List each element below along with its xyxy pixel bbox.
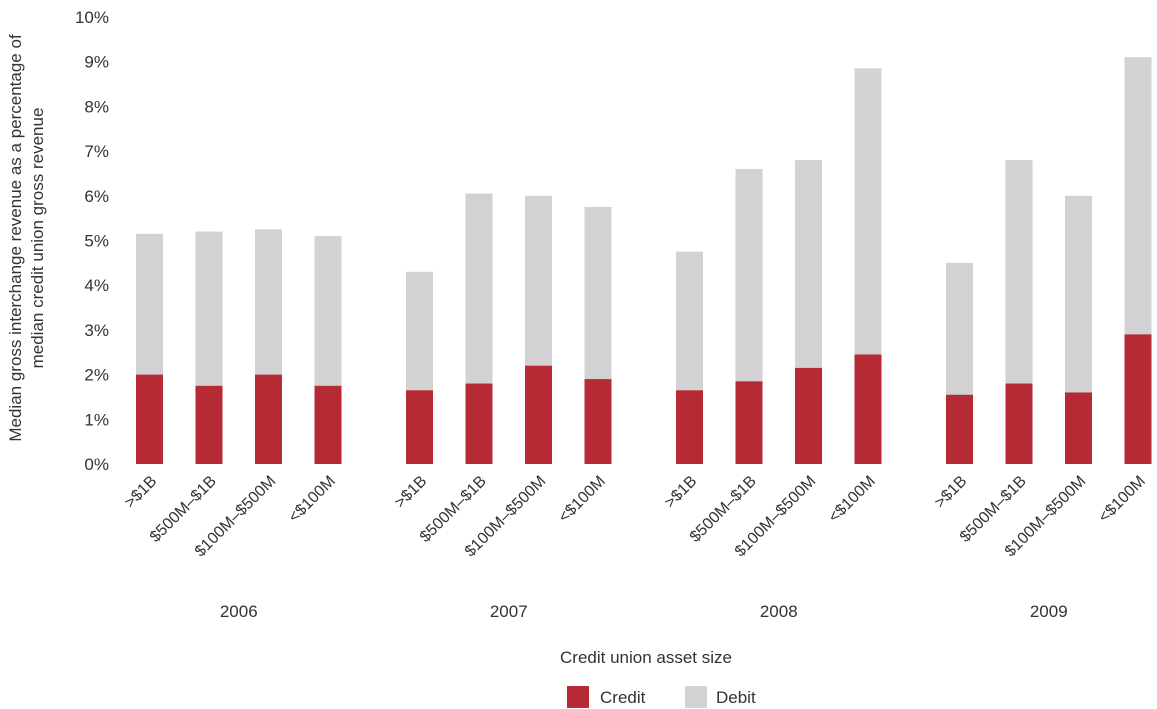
category-labels: >$1B$500M–$1B$100M–$500M <$100M >$1B$500M–… [122, 473, 1149, 561]
category-label: <$100M [556, 473, 609, 526]
category-label: >$1B [662, 473, 701, 512]
category-label: >$1B [932, 473, 971, 512]
bar-credit [735, 381, 763, 464]
bar-credit [946, 394, 973, 464]
bar-credit [1065, 392, 1092, 464]
bar-credit [255, 374, 282, 464]
bar-credit [406, 390, 433, 464]
bar-debit [406, 271, 433, 391]
bar-debit [795, 160, 822, 368]
bar-credit [195, 385, 223, 464]
bar-debit [946, 262, 973, 395]
bar-credit [854, 354, 882, 464]
bar-debit [255, 229, 282, 375]
bar-credit [1005, 383, 1033, 464]
y-axis-title-line-1: Median gross interchange revenue as a pe… [6, 34, 25, 442]
category-label: >$1B [392, 473, 431, 512]
category-label: >$1B [122, 473, 161, 512]
bar-debit [1005, 160, 1033, 384]
bar-credit [795, 367, 822, 464]
legend: Credit Debit [567, 686, 756, 708]
bar-debit [676, 251, 703, 391]
bar-credit [1124, 334, 1152, 464]
bar-debit [854, 68, 882, 355]
y-axis-title-line-2: median credit union gross revenue [28, 108, 47, 369]
bar-credit [314, 385, 342, 464]
y-tick-label: 5% [84, 232, 109, 251]
y-tick-label: 7% [84, 142, 109, 161]
y-tick-label: 9% [84, 53, 109, 72]
y-tick-label: 4% [84, 276, 109, 295]
year-label: 2008 [760, 602, 798, 621]
bar-debit [195, 231, 223, 386]
bar-debit [525, 195, 552, 366]
bar-credit [525, 365, 552, 464]
y-tick-label: 3% [84, 321, 109, 340]
bar-debit [1124, 57, 1152, 335]
bar-debit [136, 233, 163, 375]
bar-credit [465, 383, 493, 464]
year-label: 2007 [490, 602, 528, 621]
year-label: 2006 [220, 602, 258, 621]
year-label: 2009 [1030, 602, 1068, 621]
bar-debit [1065, 195, 1092, 393]
bar-debit [314, 236, 342, 386]
category-label: <$100M [1096, 473, 1149, 526]
y-axis-ticks: 0% 1% 2% 3% 4% 5% 6% 7% 8% 9% 10% [75, 8, 109, 474]
y-tick-label: 8% [84, 97, 109, 116]
legend-swatch-credit [567, 686, 589, 708]
bars [136, 57, 1152, 464]
y-tick-label: 6% [84, 187, 109, 206]
bar-credit [136, 374, 163, 464]
bar-debit [465, 193, 493, 384]
y-tick-label: 0% [84, 455, 109, 474]
bar-debit [584, 206, 612, 380]
legend-label-debit: Debit [716, 688, 756, 707]
x-axis-title: Credit union asset size [560, 648, 732, 667]
legend-label-credit: Credit [600, 688, 646, 707]
bar-debit [735, 168, 763, 382]
bar-credit [676, 390, 703, 464]
y-tick-label: 2% [84, 366, 109, 385]
y-tick-label: 10% [75, 8, 109, 27]
category-label: <$100M [826, 473, 879, 526]
y-tick-label: 1% [84, 410, 109, 429]
bar-credit [584, 379, 612, 464]
category-label: <$100M [286, 473, 339, 526]
year-group-labels: 2006 2007 2008 2009 [220, 602, 1068, 621]
legend-swatch-debit [685, 686, 707, 708]
